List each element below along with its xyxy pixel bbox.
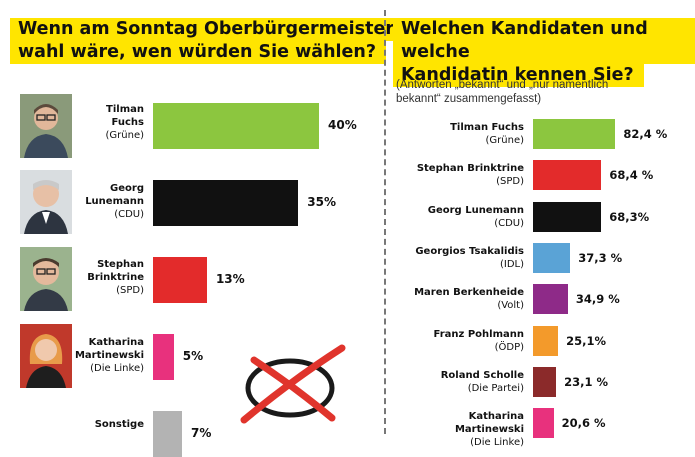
left-chart-title: Wenn am Sonntag Oberbürgermeister- wahl … (10, 18, 412, 64)
right-bar-0 (533, 119, 616, 149)
candidate-name-line: Georg (110, 183, 144, 194)
left-title-line-2: wahl wäre, wen würden Sie wählen? (10, 41, 387, 64)
right-candidate-party-2: (CDU) (494, 217, 524, 229)
right-title-line-1: Welchen Kandidaten und welche (393, 18, 695, 64)
right-candidate-party-5: (ÖDP) (494, 341, 524, 353)
candidate-name-line: Martinewski (74, 350, 144, 361)
left-bar-3 (153, 334, 174, 380)
candidate-photo-lunemann (20, 170, 72, 234)
candidate-party: (Grüne) (105, 130, 145, 141)
right-candidate-label-6: Roland Scholle (Die Partei) (398, 369, 524, 395)
candidate-label-sonstige: Sonstige (44, 418, 144, 431)
right-bar-value-5: 25,1% (566, 333, 606, 348)
right-candidate-party-6: (Die Partei) (467, 382, 524, 394)
left-bar-value-2: 13% (215, 272, 245, 286)
right-candidate-name-7: Katharina Martinewski (454, 411, 524, 436)
right-candidate-party-1: (SPD) (496, 176, 524, 188)
right-candidate-party-4: (Volt) (497, 300, 524, 312)
right-candidate-name-4: Maren Berkenheide (414, 287, 524, 299)
right-candidate-label-1: Stephan Brinktrine (SPD) (398, 162, 524, 188)
right-title-line-2: Kandidatin kennen Sie? (393, 64, 644, 87)
ballot-cross-icon (240, 344, 346, 424)
candidate-name-line: Brinktrine (87, 272, 144, 283)
left-bar-0 (153, 103, 319, 149)
left-title-line-1: Wenn am Sonntag Oberbürgermeister- (10, 18, 412, 41)
candidate-name-line: Katharina (88, 337, 144, 348)
right-bar-value-3: 37,3 % (578, 250, 623, 265)
right-bar-value-0: 82,4 % (623, 127, 668, 141)
candidate-photo-martinewski (20, 324, 72, 388)
candidate-party: (SPD) (116, 285, 144, 296)
left-bar-value-4: 7% (191, 426, 212, 440)
right-bar-7 (533, 408, 554, 439)
right-candidate-label-4: Maren Berkenheide (Volt) (398, 286, 524, 312)
left-bar-1 (153, 180, 299, 226)
candidate-photo-brinktrine (20, 247, 72, 311)
right-bar-value-6: 23,1 % (564, 374, 608, 389)
right-bar-value-7: 20,6 % (561, 416, 606, 431)
right-bar-5 (533, 325, 559, 356)
right-candidate-label-7: Katharina Martinewski (Die Linke) (398, 410, 524, 449)
left-bar-value-0: 40% (328, 118, 357, 132)
right-candidate-label-2: Georg Lunemann (CDU) (398, 204, 524, 230)
candidate-name-line: Lunemann (85, 196, 144, 207)
right-chart-note: (Antworten „bekannt“ und „nur namentlich… (396, 79, 609, 105)
right-candidate-name-3: Georgios Tsakalidis (415, 245, 524, 257)
right-bar-3 (533, 242, 571, 273)
left-bar-2 (153, 257, 207, 303)
right-candidate-name-0: Tilman Fuchs (450, 122, 524, 133)
right-bar-4 (533, 284, 568, 315)
candidate-party: (CDU) (114, 209, 144, 220)
left-bar-value-1: 35% (307, 195, 336, 209)
right-candidate-party-7: (Die Linke) (470, 437, 524, 449)
right-chart-title: Welchen Kandidaten und welche Kandidatin… (393, 18, 695, 87)
right-bar-6 (533, 366, 557, 397)
candidate-name-line: Fuchs (111, 117, 144, 128)
right-candidate-name-1: Stephan Brinktrine (416, 163, 524, 175)
right-bar-value-1: 68,4 % (609, 168, 654, 183)
right-candidate-party-3: (IDL) (499, 258, 524, 270)
left-bar-value-3: 5% (182, 349, 204, 363)
candidate-name-line: Sonstige (94, 419, 144, 430)
right-bar-value-4: 34,9 % (575, 292, 620, 307)
right-candidate-name-5: Franz Pohlmann (433, 328, 524, 340)
right-candidate-party-0: (Grüne) (485, 135, 525, 146)
right-bar-1 (533, 160, 602, 191)
candidate-label-fuchs: Tilman Fuchs (Grüne) (44, 103, 145, 142)
candidate-label-brinktrine: Stephan Brinktrine (SPD) (44, 258, 144, 297)
candidate-name-line: Stephan (97, 259, 144, 270)
candidate-party: (Die Linke) (90, 363, 144, 374)
candidate-name-line: Tilman (106, 104, 144, 115)
candidate-label-martinewski: Katharina Martinewski (Die Linke) (44, 336, 144, 375)
candidate-photo-fuchs (20, 94, 72, 158)
right-bar-2 (533, 201, 602, 232)
right-candidate-name-6: Roland Scholle (440, 369, 524, 381)
column-divider (384, 10, 386, 434)
candidate-label-lunemann: Georg Lunemann (CDU) (44, 182, 144, 221)
left-bar-4 (153, 411, 183, 457)
right-candidate-label-0: Tilman Fuchs (Grüne) (398, 121, 524, 147)
right-candidate-label-3: Georgios Tsakalidis (IDL) (398, 245, 524, 271)
right-bar-value-2: 68,3% (609, 209, 650, 224)
right-candidate-name-2: Georg Lunemann (427, 204, 524, 216)
right-candidate-label-5: Franz Pohlmann (ÖDP) (398, 328, 524, 354)
